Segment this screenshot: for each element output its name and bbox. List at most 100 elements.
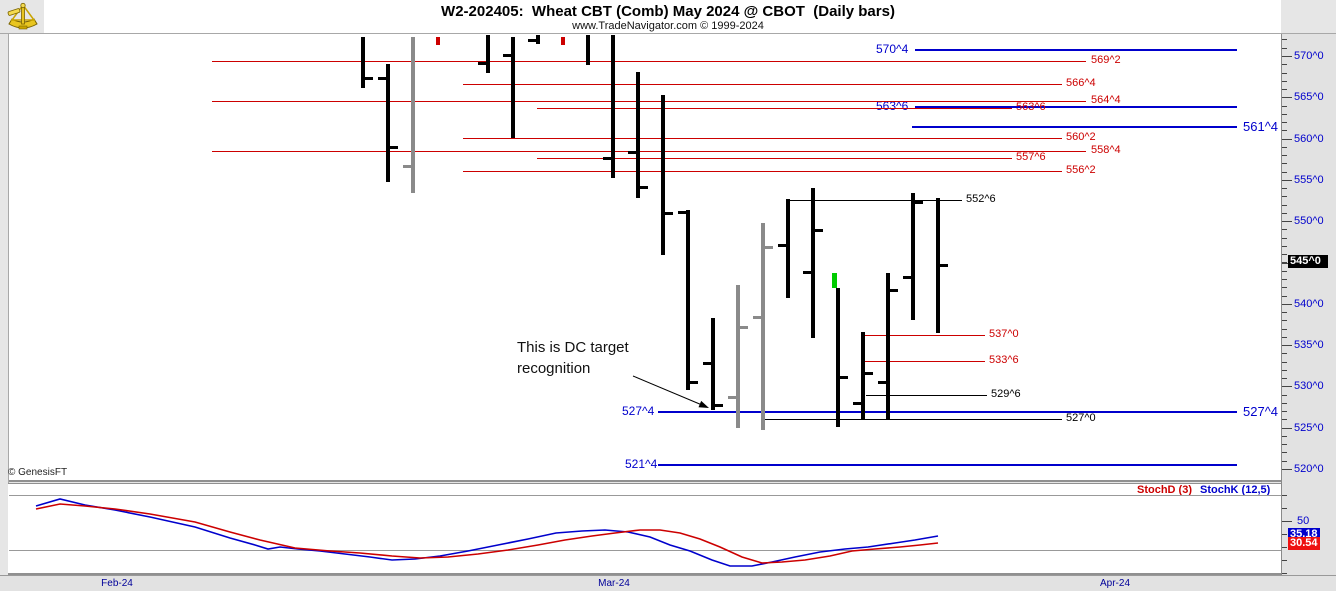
- level-line-563^6: [537, 107, 1012, 109]
- bar-open-tick: [628, 151, 636, 154]
- bar-open-tick: [378, 77, 386, 80]
- bar-close-tick: [640, 186, 648, 189]
- bar-close-tick: [390, 146, 398, 149]
- price-axis-minor-tick: [1282, 378, 1287, 379]
- stochastic-panel-plot[interactable]: [8, 483, 1281, 576]
- stoch-axis-minor-tick: [1282, 534, 1287, 535]
- stochk-legend-label[interactable]: StochK (12,5): [1200, 484, 1271, 496]
- price-axis-minor-tick: [1282, 246, 1287, 247]
- price-axis-major-tick: [1282, 386, 1292, 387]
- bar-close-tick: [690, 381, 698, 384]
- stoch-axis-minor-tick: [1282, 508, 1287, 509]
- level-label-569^2: 569^2: [1091, 53, 1121, 66]
- price-axis-minor-tick: [1282, 64, 1287, 65]
- chart-subtitle: www.TradeNavigator.com © 1999-2024: [572, 20, 764, 32]
- price-axis-minor-tick: [1282, 436, 1287, 437]
- bar-open-tick: [878, 381, 886, 384]
- price-axis-minor-tick: [1282, 254, 1287, 255]
- price-axis-minor-tick: [1282, 213, 1287, 214]
- level-line-521^4: [658, 464, 1237, 466]
- date-axis-label: Feb-24: [101, 578, 133, 589]
- stochd-value-badge: 30.54: [1288, 537, 1320, 550]
- price-axis-minor-tick: [1282, 114, 1287, 115]
- date-axis-scale[interactable]: [0, 575, 1336, 591]
- price-axis-major-tick: [1282, 304, 1292, 305]
- price-axis-minor-tick: [1282, 403, 1287, 404]
- level-label-564^4: 564^4: [1091, 93, 1121, 106]
- price-axis-major-tick: [1282, 345, 1292, 346]
- price-axis-minor-tick: [1282, 287, 1287, 288]
- level-label-558^4: 558^4: [1091, 143, 1121, 156]
- chart-title: W2-202405: Wheat CBT (Comb) May 2024 @ C…: [441, 3, 895, 20]
- genesisft-copyright: © GenesisFT: [8, 467, 68, 478]
- price-axis-minor-tick: [1282, 419, 1287, 420]
- bar-open-tick: [803, 271, 811, 274]
- plot-left-border: [8, 34, 9, 572]
- level-label-570^4: 570^4: [876, 42, 909, 56]
- price-axis-label: 550^0: [1294, 215, 1324, 227]
- price-axis-label: 560^0: [1294, 133, 1324, 145]
- price-bar: [661, 95, 665, 255]
- price-bar: [536, 35, 540, 44]
- price-bar: [586, 35, 590, 65]
- price-bar: [811, 188, 815, 338]
- stoch-axis-minor-tick: [1282, 573, 1287, 574]
- level-line-566^4: [463, 83, 1062, 85]
- bar-open-tick: [503, 54, 511, 57]
- price-axis-major-tick: [1282, 56, 1292, 57]
- price-axis-minor-tick: [1282, 147, 1287, 148]
- price-axis-label: 540^0: [1294, 298, 1324, 310]
- price-axis-minor-tick: [1282, 89, 1287, 90]
- price-bar: [361, 37, 365, 88]
- level-line-570^4: [915, 49, 1237, 51]
- title-divider: [0, 33, 1336, 34]
- bar-close-tick: [715, 404, 723, 407]
- price-axis-minor-tick: [1282, 320, 1287, 321]
- price-bar: [411, 37, 415, 193]
- dc-target-annotation[interactable]: This is DC target recognition: [517, 337, 629, 379]
- bar-close-tick: [765, 246, 773, 249]
- stochd-legend-label[interactable]: StochD (3): [1137, 484, 1192, 496]
- price-axis-minor-tick: [1282, 262, 1287, 263]
- bar-open-tick: [678, 211, 686, 214]
- bar-close-tick: [740, 326, 748, 329]
- bar-open-tick: [853, 402, 861, 405]
- level-label-527^4: 527^4: [622, 404, 655, 418]
- level-label-533^6: 533^6: [989, 353, 1019, 366]
- current-price-badge: 545^0: [1288, 255, 1328, 268]
- price-bar: [436, 37, 440, 45]
- price-axis-major-tick: [1282, 428, 1292, 429]
- bar-open-tick: [903, 276, 911, 279]
- price-axis-minor-tick: [1282, 296, 1287, 297]
- price-axis-minor-tick: [1282, 163, 1287, 164]
- level-line-529^6: [866, 394, 987, 396]
- price-bar: [886, 273, 890, 420]
- main-chart-plot[interactable]: [8, 34, 1281, 482]
- price-bar: [911, 193, 915, 320]
- date-axis-label: Mar-24: [598, 578, 630, 589]
- price-axis-minor-tick: [1282, 329, 1287, 330]
- bar-close-tick: [890, 289, 898, 292]
- level-line-569^2: [212, 60, 1086, 62]
- bar-close-tick: [815, 229, 823, 232]
- bar-close-tick: [915, 201, 923, 204]
- price-axis-label: 520^0: [1294, 463, 1324, 475]
- price-axis-minor-tick: [1282, 411, 1287, 412]
- price-axis-label: 570^0: [1294, 50, 1324, 62]
- price-bar: [636, 72, 640, 198]
- price-axis-label: 555^0: [1294, 174, 1324, 186]
- price-axis-label: 565^0: [1294, 91, 1324, 103]
- price-axis-minor-tick: [1282, 312, 1287, 313]
- price-axis-minor-tick: [1282, 172, 1287, 173]
- level-label-557^6: 557^6: [1016, 150, 1046, 163]
- title-band: [44, 0, 1281, 33]
- price-bar: [761, 223, 765, 430]
- price-axis-minor-tick: [1282, 279, 1287, 280]
- annotation-line1: This is DC target: [517, 339, 629, 356]
- stoch-axis-minor-tick: [1282, 547, 1287, 548]
- stoch-gridline: [9, 550, 1281, 551]
- level-line-561^4: [912, 126, 1237, 128]
- stoch-axis-major-tick: [1282, 521, 1292, 522]
- bar-open-tick: [478, 62, 486, 65]
